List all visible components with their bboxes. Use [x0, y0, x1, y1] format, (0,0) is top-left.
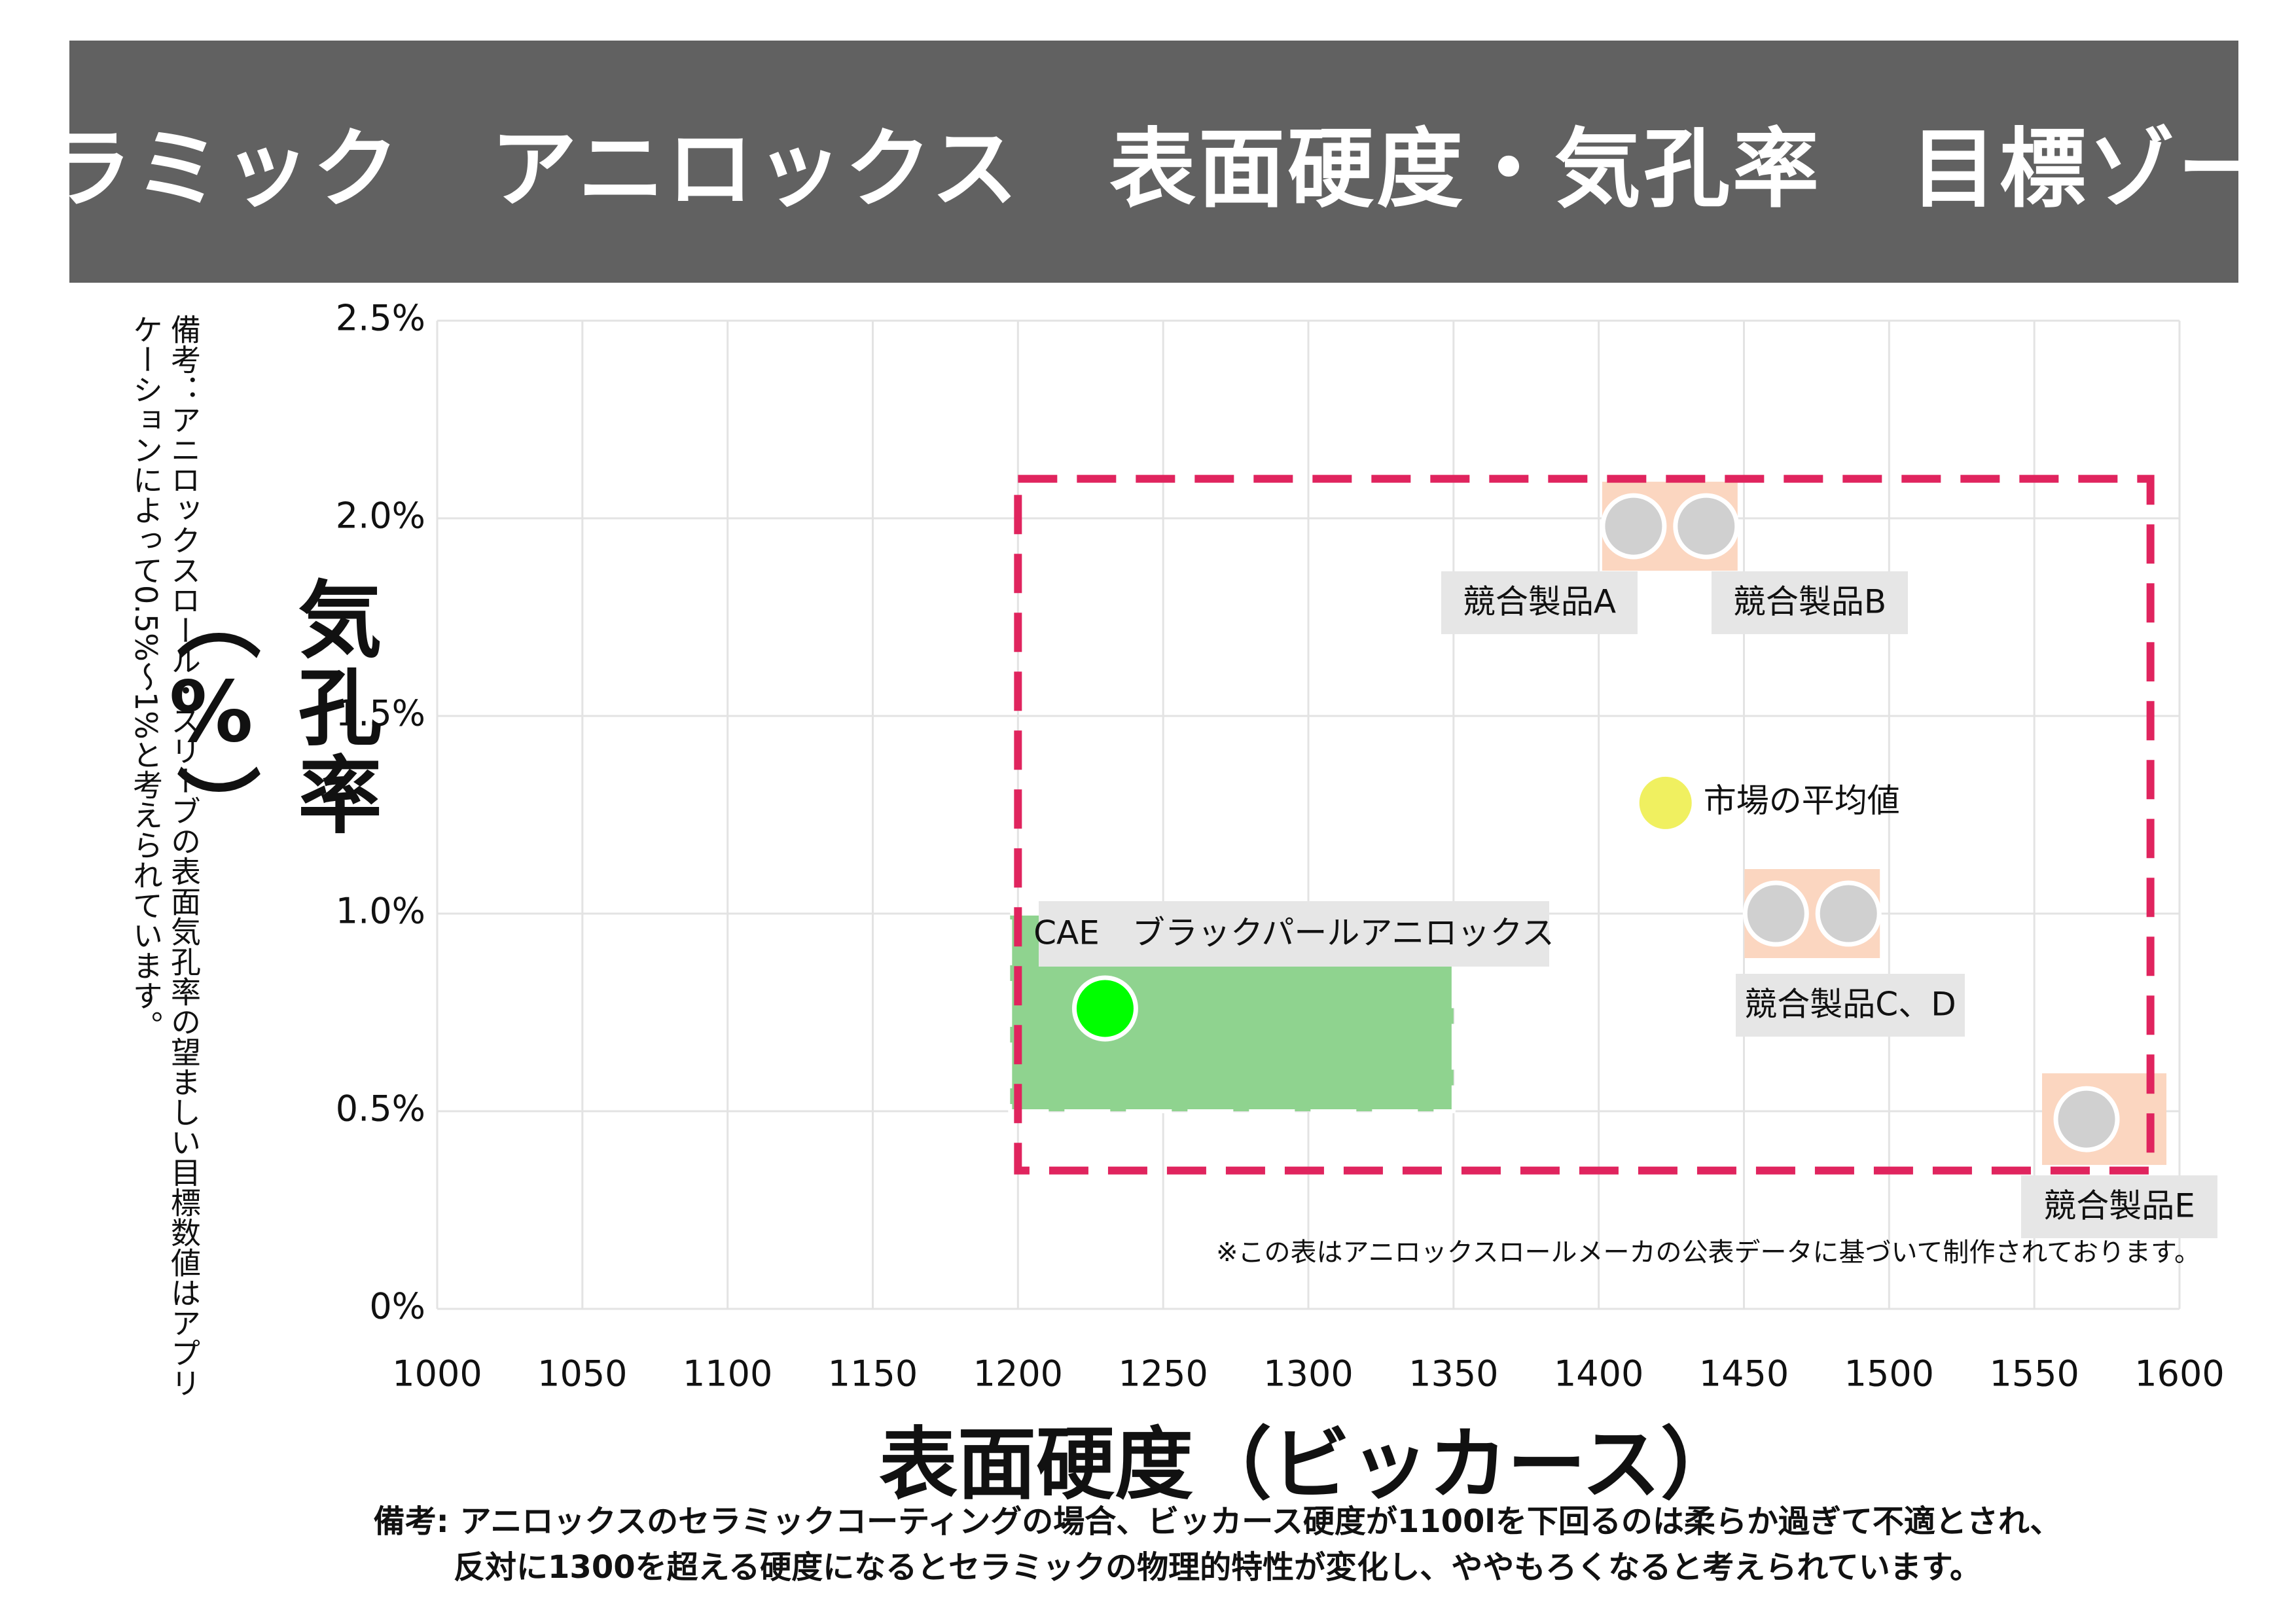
y-tick-label: 0.5%	[336, 1088, 425, 1130]
competitor-cd-label: 競合製品C、D	[1744, 986, 1956, 1024]
x-tick-label: 1250	[1118, 1353, 1208, 1395]
competitor-e-label-box	[2021, 1175, 2217, 1238]
x-tick-label: 1500	[1844, 1353, 1934, 1395]
competitor-c-point	[1742, 880, 1809, 947]
cae-point	[1071, 975, 1138, 1042]
x-tick-label: 1600	[2134, 1353, 2224, 1395]
x-tick-label: 1550	[1989, 1353, 2079, 1395]
source-note: ※この表はアニロックスロールメーカの公表データに基づいて制作されております。	[1216, 1238, 2200, 1268]
competitor-a-label: 競合製品A	[1463, 583, 1616, 621]
x-tick-label: 1050	[537, 1353, 627, 1395]
x-axis-label: 表面硬度（ビッカース）	[879, 1419, 1739, 1510]
x-tick-label: 1200	[973, 1353, 1063, 1395]
cae-point-label: CAE ブラックパールアニロックス	[1033, 914, 1554, 952]
x-tick-label: 1350	[1408, 1353, 1498, 1395]
bottom-note: 備考: アニロックスのセラミックコーティングの場合、ビッカース硬度が1100lを…	[367, 1499, 2068, 1590]
page-title: セラミック アニロックス 表面硬度・気孔率 目標ゾーン	[0, 118, 2296, 220]
competitor-cd-label-box	[1736, 974, 1965, 1037]
bottom-note-line-2: 反対に1300を超える硬度になるとセラミックの物理的特性が変化し、ややもろくなる…	[454, 1549, 1981, 1586]
x-tick-label: 1300	[1263, 1353, 1353, 1395]
y-tick-label: 1.0%	[336, 891, 425, 932]
y-tick-label: 2.5%	[336, 298, 425, 339]
x-tick-label: 1150	[828, 1353, 918, 1395]
bottom-note-line-1: 備考: アニロックスのセラミックコーティングの場合、ビッカース硬度が1100lを…	[373, 1503, 2062, 1540]
y-tick-label: 0%	[369, 1286, 425, 1327]
x-tick-label: 1450	[1699, 1353, 1789, 1395]
target-zone	[1014, 474, 2155, 1175]
competitor-b-point	[1673, 493, 1740, 560]
competitor-b-label: 競合製品B	[1733, 583, 1886, 621]
x-tick-label: 1400	[1554, 1353, 1643, 1395]
competitor-e-point	[2053, 1086, 2120, 1152]
competitor-e-label: 競合製品E	[2043, 1187, 2195, 1225]
competitor-b-label-box	[1712, 571, 1908, 634]
competitor-a-label-box	[1441, 571, 1638, 634]
x-tick-label: 1100	[683, 1353, 772, 1395]
cae-point-label-box	[1039, 901, 1549, 967]
market-average-label: 市場の平均値	[1704, 781, 1900, 819]
y-tick-label: 2.0%	[336, 495, 425, 537]
market-average-point	[1639, 776, 1692, 829]
side-note: 備考：アニロックスロール・スリーブの表面気孔率の望ましい目標数値はアプリケーショ…	[128, 314, 202, 1398]
title-bar: セラミック アニロックス 表面硬度・気孔率 目標ゾーン	[0, 41, 2296, 283]
y-tick-label: 1.5%	[336, 693, 425, 734]
x-tick-label: 1000	[392, 1353, 482, 1395]
competitor-a-point	[1600, 493, 1667, 560]
competitor-d-point	[1815, 880, 1882, 947]
